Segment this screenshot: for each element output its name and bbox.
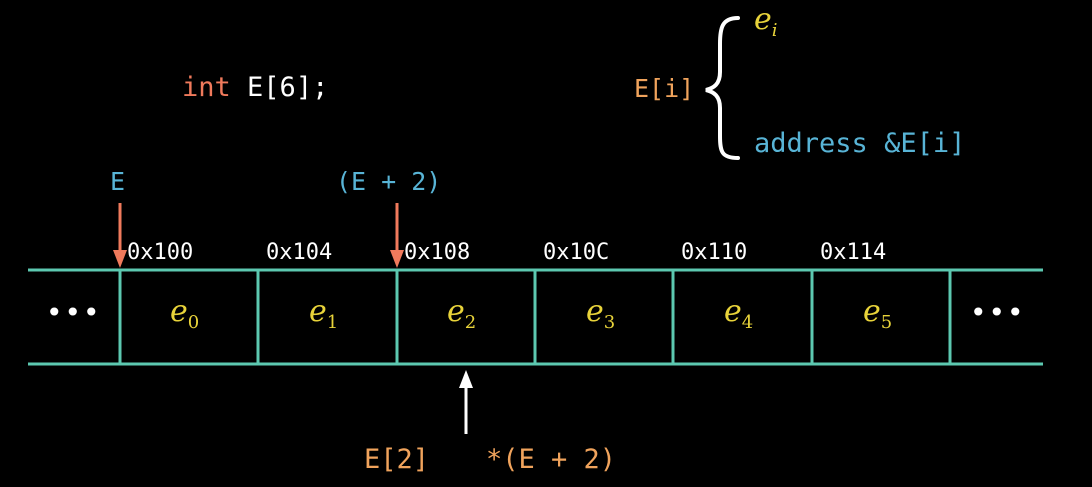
array-cell-value: e1 [309, 294, 339, 333]
ellipsis-right: ••• [970, 296, 1026, 329]
curly-brace [705, 16, 740, 160]
base-pointer-label: E [110, 167, 126, 196]
element-value-label: ei [754, 2, 778, 41]
offset-pointer-label: (E + 2) [336, 167, 442, 196]
address-label: 0x114 [820, 240, 887, 265]
element-expression: E[i] [634, 74, 695, 103]
deref-access-label: *(E + 2) [486, 444, 617, 475]
index-access-label: E[2] [364, 444, 430, 475]
address-expression: &E[i] [884, 128, 966, 159]
ellipsis-left: ••• [46, 296, 102, 329]
address-label: 0x104 [266, 240, 333, 265]
array-cell-value: e5 [863, 294, 893, 333]
base-pointer-arrow [113, 203, 127, 268]
access-arrow [459, 370, 473, 434]
address-word: address [754, 128, 868, 159]
address-label: 0x100 [127, 240, 194, 265]
array-cell-value: e2 [447, 294, 477, 333]
declaration-name: E[6]; [247, 72, 329, 103]
address-label: 0x108 [404, 240, 471, 265]
array-cell-value: e0 [170, 294, 200, 333]
element-address-label: address &E[i] [754, 128, 965, 159]
array-declaration: int E[6]; [182, 72, 328, 103]
array-cell-value: e4 [724, 294, 754, 333]
address-label: 0x110 [681, 240, 748, 265]
address-label: 0x10C [543, 240, 610, 265]
array-cell-value: e3 [586, 294, 616, 333]
offset-pointer-arrow [390, 203, 404, 268]
type-keyword: int [182, 72, 231, 103]
